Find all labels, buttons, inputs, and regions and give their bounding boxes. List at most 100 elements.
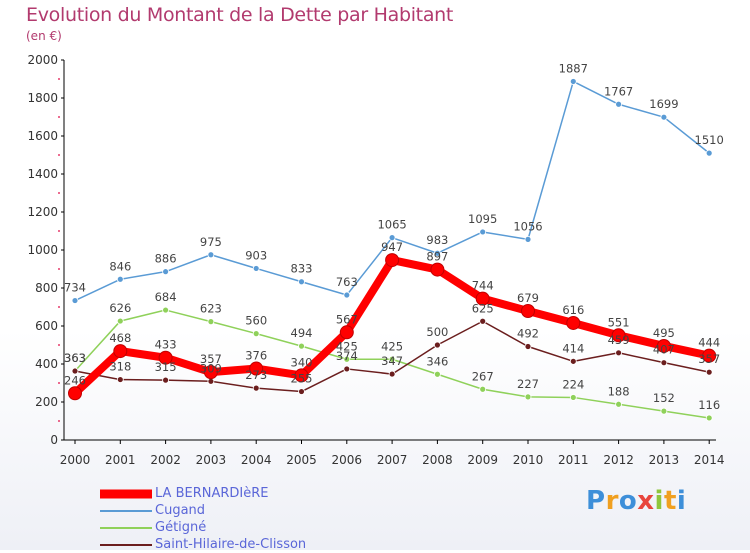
data-point-saint-hilaire-de-clisson [705, 368, 713, 376]
data-label-g-tign-: 425 [381, 339, 403, 353]
data-label-la-bernardi-re: 444 [698, 336, 720, 350]
y-tick-label: 200 [35, 395, 58, 409]
data-point-cugand [298, 278, 305, 286]
data-point-cugand [433, 249, 441, 257]
data-label-saint-hilaire-de-clisson: 309 [200, 361, 222, 375]
data-label-cugand: 975 [200, 235, 222, 249]
data-label-saint-hilaire-de-clisson: 363 [64, 351, 86, 365]
data-point-saint-hilaire-de-clisson [569, 357, 577, 365]
data-point-cugand [116, 275, 124, 283]
data-point-cugand [71, 297, 79, 304]
x-tick-label: 2009 [467, 453, 498, 467]
data-point-saint-hilaire-de-clisson [252, 384, 260, 392]
data-point-la-bernardi-re [611, 328, 626, 343]
data-label-cugand: 1065 [377, 218, 406, 232]
x-tick-label: 2004 [241, 453, 272, 467]
data-label-g-tign-: 425 [336, 339, 358, 353]
data-point-la-bernardi-re [249, 361, 264, 376]
data-point-cugand [479, 228, 487, 236]
legend-label-la-bernardiere: LA BERNARDIèRE [155, 486, 269, 501]
data-point-g-tign- [162, 306, 170, 314]
data-label-g-tign-: 626 [109, 301, 131, 315]
data-point-cugand [705, 149, 713, 157]
data-label-la-bernardi-re: 947 [381, 240, 403, 254]
data-label-cugand: 1056 [513, 219, 542, 233]
data-label-g-tign-: 116 [698, 398, 720, 412]
data-label-g-tign-: 188 [608, 384, 630, 398]
data-point-g-tign- [252, 330, 260, 338]
y-tick-label: 0 [50, 433, 58, 447]
data-point-la-bernardi-re [203, 365, 218, 380]
data-label-cugand: 1887 [559, 61, 588, 75]
data-label-saint-hilaire-de-clisson: 374 [336, 349, 358, 363]
data-point-saint-hilaire-de-clisson [479, 317, 487, 325]
data-label-la-bernardi-re: 433 [155, 338, 177, 352]
x-tick-label: 2001 [105, 453, 136, 467]
data-point-cugand [343, 291, 351, 299]
data-label-la-bernardi-re: 357 [200, 352, 222, 366]
x-tick-label: 2011 [558, 453, 589, 467]
data-label-cugand: 734 [64, 281, 86, 295]
legend-label-saint-hilaire: Saint-Hilaire-de-Clisson [155, 537, 307, 552]
data-label-la-bernardi-re: 495 [653, 326, 675, 340]
data-point-cugand [388, 234, 396, 242]
x-tick-label: 2005 [286, 453, 317, 467]
data-point-saint-hilaire-de-clisson [207, 377, 215, 385]
data-label-la-bernardi-re: 744 [472, 279, 494, 293]
proxiti-logo: Proxiti [586, 486, 687, 516]
legend-swatch-saint-hilaire [100, 543, 152, 546]
data-point-la-bernardi-re [521, 303, 535, 318]
data-point-saint-hilaire-de-clisson [116, 376, 124, 383]
data-label-saint-hilaire-de-clisson: 273 [245, 368, 267, 382]
data-point-la-bernardi-re [475, 291, 490, 306]
data-label-la-bernardi-re: 616 [562, 303, 584, 317]
data-label-g-tign-: 267 [472, 369, 494, 383]
data-label-saint-hilaire-de-clisson: 318 [109, 360, 131, 374]
data-label-saint-hilaire-de-clisson: 625 [472, 301, 494, 315]
legend-swatch-la-bernardiere [100, 489, 152, 498]
data-label-cugand: 846 [109, 259, 131, 273]
y-tick-label: 1600 [27, 129, 58, 143]
data-label-saint-hilaire-de-clisson: 414 [562, 341, 584, 355]
data-point-cugand [162, 268, 170, 276]
data-label-la-bernardi-re: 567 [336, 312, 358, 326]
data-point-la-bernardi-re [385, 253, 400, 268]
data-point-saint-hilaire-de-clisson [660, 359, 668, 367]
data-point-g-tign- [388, 355, 396, 363]
data-label-cugand: 1767 [604, 84, 633, 98]
data-label-cugand: 886 [155, 252, 177, 266]
legend-swatch-cugand [100, 509, 152, 512]
y-tick-label: 800 [35, 281, 58, 295]
data-point-cugand [252, 265, 260, 272]
data-label-g-tign-: 623 [200, 302, 222, 316]
data-label-la-bernardi-re: 897 [426, 250, 448, 264]
legend-label-cugand: Cugand [155, 503, 206, 518]
x-tick-label: 2006 [332, 453, 363, 467]
data-label-g-tign-: 227 [517, 377, 539, 391]
y-tick-label: 1200 [27, 205, 58, 219]
x-tick-label: 2014 [694, 453, 725, 467]
data-point-saint-hilaire-de-clisson [343, 365, 351, 373]
data-point-cugand [524, 235, 532, 243]
data-label-g-tign-: 152 [653, 391, 675, 405]
legend-label-getigne: Gétigné [155, 520, 207, 535]
legend: LA BERNARDIèRE Cugand Gétigné Saint-Hila… [100, 485, 306, 553]
data-label-saint-hilaire-de-clisson: 459 [608, 333, 630, 347]
data-label-cugand: 903 [245, 248, 267, 262]
x-tick-label: 2000 [60, 453, 91, 467]
data-label-saint-hilaire-de-clisson: 315 [155, 360, 177, 374]
data-label-la-bernardi-re: 679 [517, 291, 539, 305]
data-point-cugand [615, 100, 622, 108]
data-point-saint-hilaire-de-clisson [433, 341, 441, 349]
data-label-la-bernardi-re: 246 [64, 373, 86, 387]
data-point-saint-hilaire-de-clisson [615, 349, 622, 357]
chart-subtitle: (en €) [26, 29, 62, 43]
data-label-g-tign-: 363 [64, 351, 86, 365]
x-tick-label: 2012 [603, 453, 634, 467]
y-tick-label: 2000 [27, 53, 58, 67]
data-point-cugand [207, 251, 215, 259]
data-point-la-bernardi-re [294, 368, 309, 383]
y-tick-label: 600 [35, 319, 58, 333]
data-point-g-tign- [569, 394, 577, 401]
legend-item: Gétigné [100, 519, 306, 536]
